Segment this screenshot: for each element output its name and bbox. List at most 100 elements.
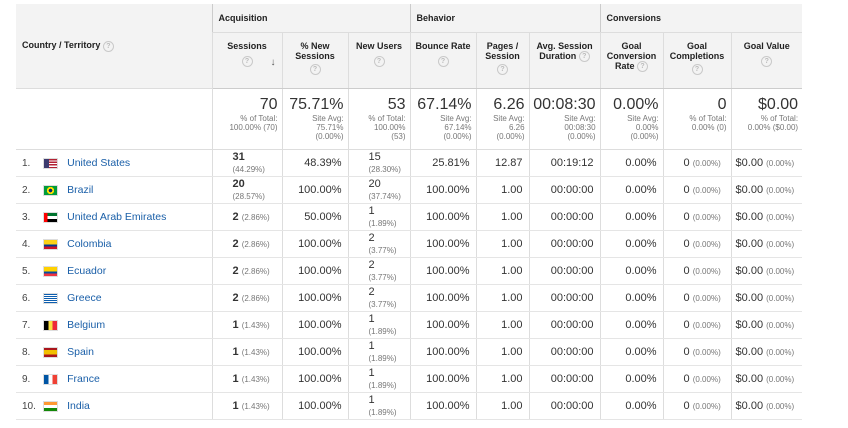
goal-value-cell: $0.00 (0.00%) xyxy=(730,257,803,285)
total-completions: 0 % of Total: 0.00% (0) xyxy=(662,88,732,150)
completions-cell: 0 (0.00%) xyxy=(662,311,732,339)
completions-cell: 0 (0.00%) xyxy=(662,257,732,285)
row-number: 2. xyxy=(22,184,31,196)
conv-rate-cell: 0.00% xyxy=(599,203,664,231)
pct-new-cell: 100.00% xyxy=(281,257,348,285)
sessions-pct: (2.86%) xyxy=(241,240,270,249)
bounce-rate-cell: 100.00% xyxy=(409,203,477,231)
sessions-value: 1 xyxy=(232,373,239,385)
total-sub: 100.00% (70) xyxy=(229,123,278,132)
country-link[interactable]: United States xyxy=(67,157,131,170)
sessions-value: 20 xyxy=(232,178,245,190)
goal-value-pct: (0.00%) xyxy=(766,402,795,411)
header-label-line: Session xyxy=(485,51,520,61)
help-icon[interactable]: ? xyxy=(241,56,253,67)
goal-value-pct: (0.00%) xyxy=(766,240,795,249)
country-cell: 9. France xyxy=(16,365,212,393)
avg-duration-cell: 00:00:00 xyxy=(528,284,601,312)
new-users-pct: (3.77%) xyxy=(368,300,397,309)
total-sub: (53) xyxy=(391,132,406,141)
goal-value-value: $0.00 xyxy=(735,292,764,304)
new-users-value: 20 xyxy=(368,178,381,190)
goal-value-column-header[interactable]: Goal Value ? xyxy=(730,32,803,89)
country-link[interactable]: Ecuador xyxy=(67,265,107,278)
header-label-line: % New xyxy=(300,41,330,51)
country-link[interactable]: France xyxy=(67,373,100,386)
goal-value-value: $0.00 xyxy=(735,157,764,169)
pages-session-column-header[interactable]: Pages / Session ? xyxy=(475,32,530,89)
avg-duration-cell: 00:00:00 xyxy=(528,392,601,420)
help-icon[interactable]: ? xyxy=(691,64,703,75)
help-icon[interactable]: ? xyxy=(437,56,449,67)
country-link[interactable]: Brazil xyxy=(67,184,94,197)
country-link[interactable]: Colombia xyxy=(67,238,112,251)
country-header-label: Country / Territory xyxy=(22,40,101,51)
total-sub: (0.00%) xyxy=(567,132,596,141)
completions-value: 0 xyxy=(683,265,690,277)
avg-duration-cell: 00:00:00 xyxy=(528,311,601,339)
row-number: 4. xyxy=(22,238,31,250)
total-sub: 75.71% xyxy=(316,123,344,132)
conv-rate-cell: 0.00% xyxy=(599,392,664,420)
new-users-column-header[interactable]: New Users ? xyxy=(347,32,411,89)
help-icon[interactable]: ? xyxy=(578,51,590,63)
new-users-pct: (1.89%) xyxy=(368,408,397,417)
country-link[interactable]: Spain xyxy=(67,346,94,359)
total-sub: 100.00% xyxy=(373,123,406,132)
table-row: 8. Spain 1 (1.43%) 100.00% 1 (1.89%) 100… xyxy=(16,338,803,366)
help-icon[interactable]: ? xyxy=(497,64,509,75)
total-value: 0 xyxy=(717,96,727,113)
totals-label-cell xyxy=(16,88,212,150)
completions-pct: (0.00%) xyxy=(692,348,721,357)
total-value: 6.26 xyxy=(493,96,525,113)
avg-session-duration-column-header[interactable]: Avg. Session Duration ? xyxy=(528,32,601,89)
india-flag-icon xyxy=(43,400,59,412)
new-users-value: 1 xyxy=(368,367,375,379)
new-users-pct: (1.89%) xyxy=(368,381,397,390)
help-icon[interactable]: ? xyxy=(102,40,114,52)
sessions-value: 2 xyxy=(232,265,239,277)
goal-completions-column-header[interactable]: Goal Completions ? xyxy=(662,32,732,89)
pct-new-sessions-column-header[interactable]: % New Sessions ? xyxy=(281,32,348,89)
country-link[interactable]: United Arab Emirates xyxy=(67,211,167,224)
country-link[interactable]: Belgium xyxy=(67,319,106,332)
total-sub: 6.26 xyxy=(508,123,525,132)
completions-pct: (0.00%) xyxy=(692,402,721,411)
completions-pct: (0.00%) xyxy=(692,375,721,384)
country-link[interactable]: India xyxy=(67,400,90,413)
goal-conversion-rate-column-header[interactable]: Goal Conversion Rate ? xyxy=(599,32,664,89)
completions-cell: 0 (0.00%) xyxy=(662,338,732,366)
total-bounce-rate: 67.14% Site Avg: 67.14% (0.00%) xyxy=(409,88,477,150)
total-sub: % of Total: xyxy=(240,114,278,123)
header-label-line: Sessions xyxy=(295,51,335,61)
help-icon[interactable]: ? xyxy=(761,56,773,67)
help-icon[interactable]: ? xyxy=(637,61,649,73)
total-new-users: 53 % of Total: 100.00% (53) xyxy=(347,88,411,150)
header-label-line: Pages / xyxy=(486,41,519,51)
pages-session-cell: 1.00 xyxy=(475,257,530,285)
total-sub: % of Total: xyxy=(689,114,727,123)
row-number: 7. xyxy=(22,319,31,331)
completions-cell: 0 (0.00%) xyxy=(662,203,732,231)
total-sub: (0.00%) xyxy=(443,132,472,141)
sessions-column-header[interactable]: Sessions ? ↓ xyxy=(211,32,282,89)
bounce-rate-cell: 25.81% xyxy=(409,149,477,177)
sessions-header-label: Sessions xyxy=(227,41,267,51)
goal-value-cell: $0.00 (0.00%) xyxy=(730,392,803,420)
sessions-value: 2 xyxy=(232,238,239,250)
group-acquisition: Acquisition xyxy=(211,4,411,33)
sort-descending-icon[interactable]: ↓ xyxy=(270,57,276,68)
country-link[interactable]: Greece xyxy=(67,292,102,305)
country-column-header[interactable]: Country / Territory ? xyxy=(16,4,212,89)
help-icon[interactable]: ? xyxy=(309,64,321,75)
country-cell: 5. Ecuador xyxy=(16,257,212,285)
goal-value-pct: (0.00%) xyxy=(766,213,795,222)
sessions-cell: 2 (2.86%) xyxy=(211,257,282,285)
goal-value-cell: $0.00 (0.00%) xyxy=(730,176,803,204)
help-icon[interactable]: ? xyxy=(373,56,385,67)
completions-value: 0 xyxy=(683,157,690,169)
sessions-value: 1 xyxy=(232,400,239,412)
bounce-rate-column-header[interactable]: Bounce Rate ? xyxy=(409,32,477,89)
bounce-rate-cell: 100.00% xyxy=(409,257,477,285)
goal-value-value: $0.00 xyxy=(735,400,764,412)
